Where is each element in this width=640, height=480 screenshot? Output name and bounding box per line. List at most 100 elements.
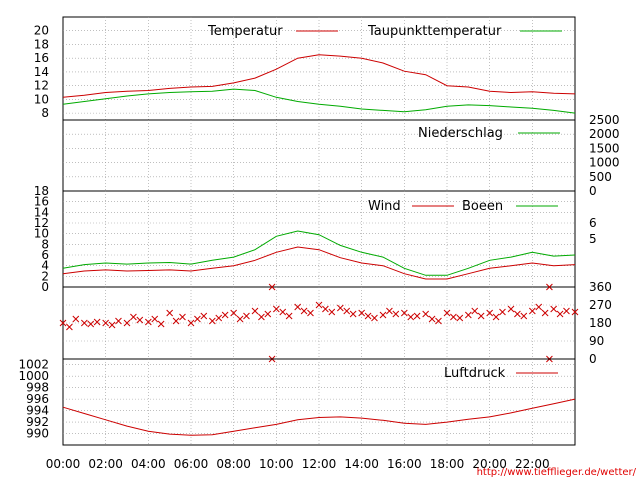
y-tick-label: 2500 bbox=[589, 113, 620, 127]
y-tick-label: 270 bbox=[589, 298, 612, 312]
direction-point bbox=[364, 312, 372, 320]
x-tick-label: 04:00 bbox=[131, 457, 166, 471]
direction-point bbox=[343, 307, 351, 315]
direction-point bbox=[66, 323, 73, 331]
y-tick-label: 996 bbox=[26, 392, 49, 406]
direction-point bbox=[187, 319, 195, 327]
x-tick-label: 20:00 bbox=[472, 457, 507, 471]
right-tick-label: 6 bbox=[589, 216, 597, 230]
y-tick-label: 12 bbox=[34, 216, 49, 230]
direction-point bbox=[279, 308, 287, 316]
y-tick-label: 0 bbox=[589, 352, 597, 366]
direction-point bbox=[392, 310, 400, 318]
direction-point bbox=[243, 312, 250, 320]
direction-point bbox=[556, 310, 564, 318]
y-tick-label: 10 bbox=[34, 92, 49, 106]
y-tick-label: 1000 bbox=[18, 369, 49, 383]
direction-point bbox=[268, 283, 276, 291]
direction-point bbox=[264, 310, 272, 318]
series-line-taupunkttemperatur bbox=[62, 88, 576, 114]
y-tick-label: 1000 bbox=[589, 156, 620, 170]
direction-point bbox=[358, 309, 366, 317]
direction-point bbox=[520, 312, 528, 320]
direction-point bbox=[528, 307, 536, 315]
direction-point bbox=[450, 313, 457, 321]
direction-point bbox=[151, 315, 159, 323]
direction-point bbox=[258, 313, 265, 321]
direction-point bbox=[72, 315, 80, 323]
direction-point bbox=[464, 311, 472, 319]
right-tick-label: 5 bbox=[589, 232, 597, 246]
direction-point bbox=[471, 307, 479, 315]
direction-point bbox=[413, 312, 421, 320]
direction-point bbox=[294, 303, 302, 311]
direction-point bbox=[307, 309, 314, 317]
x-tick-label: 12:00 bbox=[302, 457, 337, 471]
direction-point bbox=[285, 312, 293, 320]
x-tick-label: 14:00 bbox=[344, 457, 379, 471]
x-tick-label: 10:00 bbox=[259, 457, 294, 471]
y-tick-label: 8 bbox=[41, 106, 49, 120]
direction-point bbox=[179, 313, 186, 321]
direction-point bbox=[200, 312, 208, 320]
x-tick-label: 16:00 bbox=[387, 457, 422, 471]
x-tick-label: 22:00 bbox=[515, 457, 550, 471]
direction-point bbox=[130, 313, 137, 321]
y-tick-label: 8 bbox=[41, 237, 49, 251]
direction-point bbox=[251, 307, 259, 315]
direction-point bbox=[115, 317, 122, 325]
direction-point bbox=[550, 305, 558, 313]
y-tick-label: 20 bbox=[34, 24, 49, 38]
direction-point bbox=[102, 319, 110, 327]
direction-point bbox=[108, 321, 116, 329]
legend-temperatur-label: Temperatur bbox=[207, 24, 283, 39]
y-tick-label: 6 bbox=[41, 248, 49, 262]
legend-wind-label: Wind bbox=[368, 199, 401, 214]
direction-point bbox=[400, 309, 408, 317]
y-tick-label: 992 bbox=[26, 415, 49, 429]
direction-point bbox=[322, 305, 329, 313]
y-tick-label: 994 bbox=[26, 404, 49, 418]
direction-point bbox=[221, 311, 229, 319]
y-tick-label: 16 bbox=[34, 195, 49, 209]
y-tick-label: 990 bbox=[26, 427, 49, 441]
direction-point bbox=[428, 315, 436, 323]
direction-point bbox=[477, 312, 485, 320]
direction-point bbox=[486, 309, 494, 317]
direction-point bbox=[315, 301, 323, 309]
direction-point bbox=[507, 305, 515, 313]
y-tick-label: 500 bbox=[589, 170, 612, 184]
y-tick-label: 10 bbox=[34, 227, 49, 241]
y-tick-label: 0 bbox=[41, 280, 49, 294]
direction-point bbox=[123, 319, 131, 327]
legend-niederschlag-label: Niederschlag bbox=[418, 126, 503, 141]
direction-point bbox=[194, 315, 201, 323]
x-tick-label: 00:00 bbox=[46, 457, 81, 471]
y-tick-label: 4 bbox=[41, 259, 49, 273]
direction-point bbox=[87, 320, 95, 328]
legend-boeen-label: Boeen bbox=[462, 199, 503, 214]
direction-point bbox=[59, 319, 67, 327]
y-tick-label: 0 bbox=[589, 184, 597, 198]
direction-point bbox=[456, 314, 464, 322]
direction-point bbox=[422, 310, 430, 318]
direction-point bbox=[541, 309, 549, 317]
direction-point bbox=[93, 318, 101, 326]
direction-point bbox=[80, 319, 88, 327]
direction-point bbox=[407, 313, 415, 321]
direction-point bbox=[379, 311, 387, 319]
legend-luftdruck-label: Luftdruck bbox=[444, 366, 506, 381]
y-tick-label: 14 bbox=[34, 65, 49, 79]
y-tick-label: 1002 bbox=[18, 358, 49, 372]
x-tick-label: 06:00 bbox=[174, 457, 209, 471]
direction-point bbox=[535, 303, 543, 311]
y-tick-label: 1500 bbox=[589, 141, 620, 155]
direction-point bbox=[166, 309, 174, 317]
x-tick-label: 02:00 bbox=[88, 457, 123, 471]
legend-taupunkt-label: Taupunkttemperatur bbox=[367, 24, 502, 39]
y-tick-label: 18 bbox=[34, 37, 49, 51]
direction-point bbox=[230, 309, 238, 317]
x-tick-label: 08:00 bbox=[216, 457, 251, 471]
source-url[interactable]: http://www.tiefflieger.de/wetter/ bbox=[477, 467, 637, 478]
